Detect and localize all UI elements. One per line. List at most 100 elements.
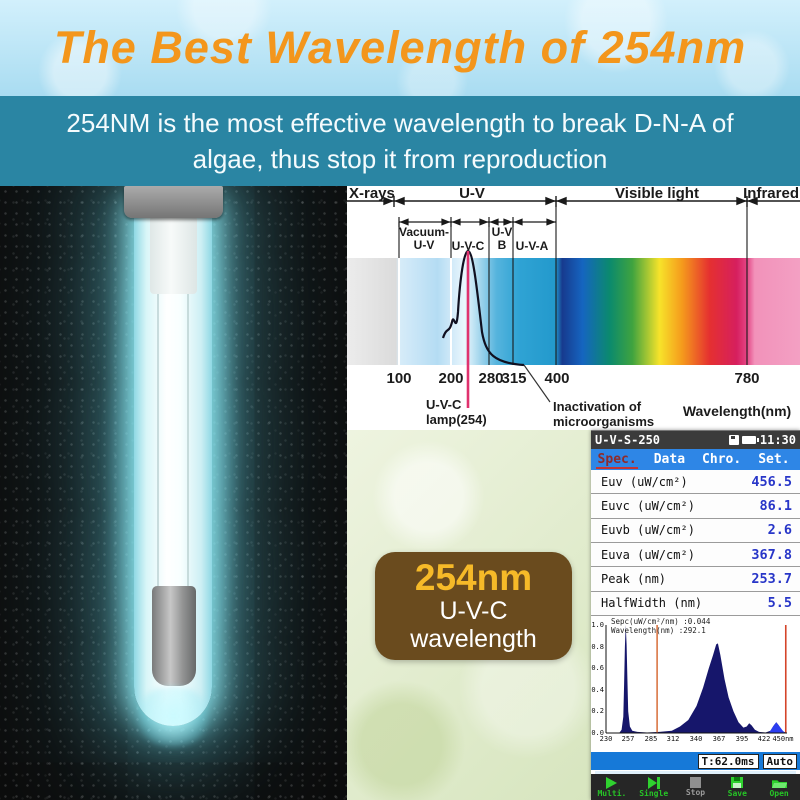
wavelength-tick-280: 280: [478, 370, 504, 387]
device-header: U-V-S-250 11:30: [591, 430, 800, 449]
wavelength-diagram: X-rays U-V Visible light Infrared Vacuum…: [347, 186, 800, 430]
wavelength-tick-780: 780: [734, 370, 760, 387]
x-tick: 367: [712, 735, 726, 743]
band-label-uva: U-V-A: [515, 239, 549, 253]
band-label-uvc: U-V-C: [451, 239, 485, 253]
device-toolbar: Multi. Single Stop Save: [591, 774, 800, 800]
table-row: Euv (uW/cm²) 456.5: [591, 470, 800, 495]
y-tick: 0.4: [591, 686, 604, 694]
reading-value: 253.7: [751, 570, 792, 587]
tab-data[interactable]: Data: [653, 452, 686, 467]
tab-spec[interactable]: Spec.: [591, 449, 643, 470]
x-tick: 285: [644, 735, 658, 743]
reading-value: 5.5: [767, 595, 792, 612]
subtitle-line-2: algae, thus stop it from reproduction: [192, 144, 608, 174]
battery-icon: [741, 436, 759, 444]
lamp-cap: [124, 186, 223, 218]
readings-table: Euv (uW/cm²) 456.5 Euvc (uW/cm²) 86.1 Eu…: [591, 470, 800, 616]
integration-time-strip: T:62.0ms Auto: [591, 752, 800, 770]
chart-info-wavelength: Wavelength(nm) :292.1: [611, 626, 706, 635]
stop-button[interactable]: Stop: [675, 777, 717, 797]
uv-lamp-photo: [0, 186, 347, 800]
x-tick: 450nm: [772, 735, 794, 743]
auto-mode-box[interactable]: Auto: [762, 753, 797, 769]
y-tick: 1.0: [591, 621, 604, 629]
254nm-badge: 254nm U-V-C wavelength: [375, 552, 572, 660]
x-tick: 395: [735, 735, 749, 743]
region-label-visible: Visible light: [615, 185, 699, 202]
region-label-xrays: X-rays: [349, 185, 395, 202]
x-tick: 230: [599, 735, 613, 743]
wavelength-tick-400: 400: [544, 370, 570, 387]
device-tab-bar: Spec. Data Chro. Set.: [591, 449, 800, 470]
badge-line-2: wavelength: [410, 625, 537, 654]
table-row: Euva (uW/cm²) 367.8: [591, 543, 800, 568]
reading-value: 367.8: [751, 546, 792, 563]
reading-value: 86.1: [759, 497, 792, 514]
y-tick: 0.6: [591, 664, 604, 672]
x-tick: 340: [689, 735, 703, 743]
reading-label: Euva (uW/cm²): [601, 547, 695, 562]
storage-icon: [728, 435, 739, 445]
tab-set[interactable]: Set.: [758, 452, 790, 467]
lamp-tip-glow: [133, 686, 213, 746]
table-row: Euvc (uW/cm²) 86.1: [591, 494, 800, 519]
reading-label: HalfWidth (nm): [601, 596, 703, 611]
play-icon: [606, 776, 618, 789]
progress-line: [595, 771, 796, 774]
reading-label: Euv (uW/cm²): [601, 474, 688, 489]
open-folder-icon: [771, 780, 787, 788]
region-label-uv: U-V: [459, 185, 485, 202]
wavelength-tick-200: 200: [438, 370, 464, 387]
x-tick: 312: [666, 735, 680, 743]
spectrum-plot: [605, 625, 787, 734]
spectrum-area-main: [606, 625, 787, 733]
spectrometer-screen: U-V-S-250 11:30 Spec. Data Chro. Set. Eu…: [591, 430, 800, 800]
reading-label: Euvb (uW/cm²): [601, 523, 695, 538]
save-icon: [731, 777, 744, 788]
badge-line-1: U-V-C: [439, 597, 508, 626]
spectrum-area-highlight: [768, 722, 786, 733]
uvc-emission-curve: [441, 249, 525, 367]
subtitle-line-1: 254NM is the most effective wavelength t…: [66, 107, 734, 138]
open-button[interactable]: Open: [758, 776, 800, 798]
page-title: The Best Wavelength of 254nm: [53, 22, 747, 73]
header-banner: The Best Wavelength of 254nm: [0, 0, 800, 96]
wavelength-tick-315: 315: [501, 370, 527, 387]
single-button[interactable]: Single: [633, 776, 675, 798]
device-model: U-V-S-250: [595, 433, 661, 447]
y-tick: 0.0: [591, 729, 604, 737]
emission-spectrum-chart: Sepc(uW/cm²/nm) :0.044 Wavelength(nm) :2…: [591, 616, 800, 752]
reading-label: Peak (nm): [601, 571, 667, 586]
region-label-infrared: Infrared: [743, 185, 799, 202]
annotation-leader-line: [523, 364, 551, 403]
reading-label: Euvc (uW/cm²): [601, 498, 695, 513]
save-button[interactable]: Save: [716, 776, 758, 798]
lamp-wire: [157, 294, 159, 586]
skip-icon: [647, 776, 660, 789]
multi-button[interactable]: Multi.: [591, 776, 633, 798]
lamp-wire: [187, 294, 189, 586]
inactivation-annotation: Inactivation of microorganisms: [553, 399, 655, 429]
clock-time: 11:30: [759, 433, 796, 447]
band-label-vacuum-uv: Vacuum- U-V: [398, 225, 449, 253]
y-tick: 0.2: [591, 707, 604, 715]
subtitle-band: 254NM is the most effective wavelength t…: [0, 96, 800, 186]
x-tick: 257: [621, 735, 635, 743]
x-tick: 422: [757, 735, 771, 743]
tab-chro[interactable]: Chro.: [702, 452, 742, 467]
chart-info-spec: Sepc(uW/cm²/nm) :0.044: [611, 617, 711, 626]
integration-time-box[interactable]: T:62.0ms: [697, 753, 759, 769]
y-tick: 0.8: [591, 643, 604, 651]
reading-value: 2.6: [767, 522, 792, 539]
uvc-lamp-label: U-V-C lamp(254): [426, 397, 487, 427]
reading-value: 456.5: [751, 473, 792, 490]
lamp-electrode: [152, 586, 196, 686]
lamp-inner-base: [150, 216, 197, 294]
table-row: Peak (nm) 253.7: [591, 567, 800, 592]
axis-title: Wavelength(nm): [682, 403, 792, 419]
wavelength-tick-100: 100: [386, 370, 412, 387]
diagram-lines: [347, 196, 800, 408]
table-row: HalfWidth (nm) 5.5: [591, 592, 800, 616]
